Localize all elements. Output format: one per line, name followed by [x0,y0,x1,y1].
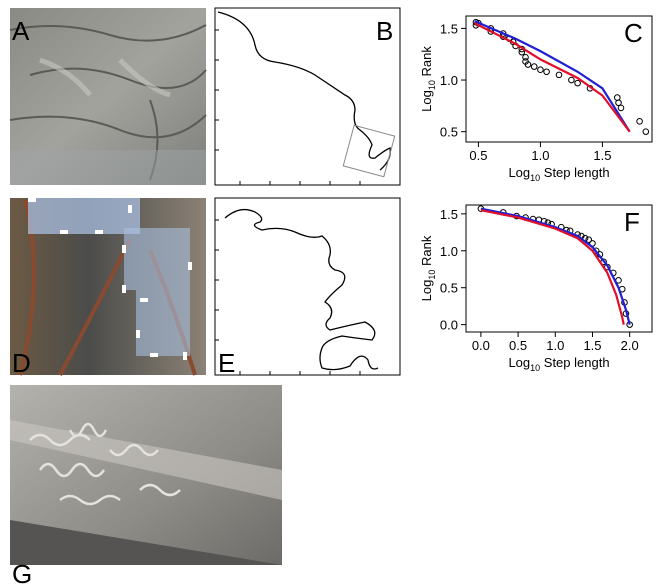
panel-label: G [12,559,32,586]
panel-label: D [12,348,31,378]
data-point [637,119,643,125]
fit-line [475,23,630,131]
y-tick-label: 1.5 [440,207,458,222]
data-point [538,67,544,73]
panel-label: A [12,16,30,46]
y-tick-label: 0.0 [440,318,458,333]
x-tick-label: 2.0 [621,338,639,353]
axis-label-part: 10 [427,270,437,280]
photo-d [10,198,206,375]
axis-label-part: Log [419,90,434,112]
panel-label: F [624,207,640,237]
photo-a [10,8,206,185]
figure: A B D E G 0.51.01.50.51.01.5Log10 Step l… [0,0,659,586]
trace-e [215,198,400,375]
data-point [531,64,537,70]
page: A B D E G 0.51.01.50.51.01.5Log10 Step l… [0,0,659,586]
axis-label-part: 10 [427,80,437,90]
data-point [575,80,581,86]
x-tick-label: 0.5 [509,338,527,353]
panel-label: E [218,348,235,378]
axis-label-part: Log [419,280,434,302]
data-point [569,77,575,83]
axis-label-part: Log [508,355,530,370]
y-tick-label: 1.5 [440,21,458,36]
photo-g [10,385,282,565]
x-tick-label: 0.0 [472,338,490,353]
data-point [618,105,624,111]
axis-label-part: Rank [419,235,434,269]
x-tick-label: 1.0 [531,148,549,163]
axis-label-part: 10 [530,363,540,373]
axis-label-part: Log [508,165,530,180]
data-point [544,69,550,75]
trace-b [215,8,400,185]
y-axis-label: Log10 Rank [419,46,437,112]
data-point [643,129,649,135]
y-axis-label: Log10 Rank [419,235,437,301]
fit-line [481,210,624,324]
axis-label-part: Rank [419,46,434,80]
x-tick-label: 1.5 [593,148,611,163]
y-tick-label: 1.0 [440,244,458,259]
y-tick-label: 1.0 [440,73,458,88]
axis-label-part: Step length [540,355,609,370]
y-tick-label: 0.5 [440,281,458,296]
axis-label-part: Step length [540,165,609,180]
x-tick-label: 1.0 [546,338,564,353]
panel-label: C [624,18,643,48]
fit-line [481,209,630,325]
x-axis-label: Log10 Step length [508,165,609,183]
y-tick-label: 0.5 [440,125,458,140]
x-tick-label: 0.5 [469,148,487,163]
x-axis-label: Log10 Step length [508,355,609,373]
x-tick-label: 1.5 [583,338,601,353]
data-point [556,72,562,78]
fit-line [475,21,630,132]
panel-label: B [376,16,393,46]
axis-label-part: 10 [530,173,540,183]
